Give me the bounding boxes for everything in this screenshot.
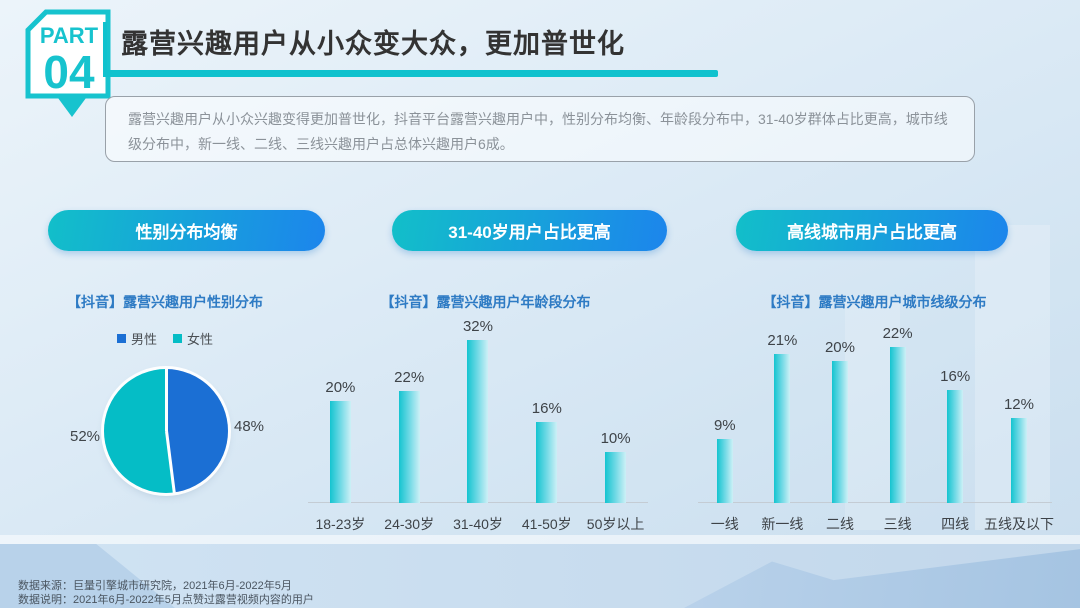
bar-value-label: 20% (824, 339, 855, 357)
description-text: 露营兴趣用户从小众兴趣变得更加普世化，抖音平台露营兴趣用户中，性别分布均衡、年龄… (128, 111, 948, 152)
bar (889, 347, 906, 503)
bar-column: 9% 一线 (696, 315, 754, 531)
bar-value-label: 20% (325, 379, 356, 397)
bar (947, 389, 964, 503)
pie-label-male: 48% (234, 418, 265, 435)
male-swatch-icon (116, 334, 126, 343)
bar-value-label: 16% (531, 399, 562, 417)
bar-value-label: 22% (882, 325, 913, 342)
female-swatch-icon (173, 334, 182, 343)
bar-category-label: 四线 (941, 516, 970, 532)
bar-value-label: 12% (1003, 395, 1034, 413)
legend-item-male: 男性 (116, 329, 157, 348)
part-badge: PART 04 (20, 4, 116, 122)
title-block: 露营兴趣用户从小众变大众，更加普世化 (103, 22, 718, 77)
data-source-line: 数据来源：巨量引擎城市研究院，2021年6月-2022年5月 (18, 580, 292, 592)
bar (716, 439, 733, 503)
bar (467, 340, 489, 503)
legend-label-female: 女性 (187, 332, 214, 347)
bar (831, 361, 848, 503)
bar-value-label: 9% (713, 417, 736, 435)
bar-category-label: 五线及以下 (983, 516, 1054, 532)
pie-divider (164, 369, 168, 431)
bar-category-label: 新一线 (761, 516, 804, 532)
bar (398, 390, 420, 503)
pill-label: 性别分布均衡 (135, 223, 238, 242)
pie-label-female: 52% (70, 428, 101, 445)
bar-category-label: 24-30岁 (384, 516, 435, 532)
legend-label-male: 男性 (130, 332, 157, 347)
bar (605, 452, 627, 503)
city-bar-chart: 9% 一线 21% 新一线 20% 二线 22% 三线 16% 四线 12% 五线及以下 (696, 315, 1054, 531)
city-chart-title: 【抖音】露营兴趣用户城市线级分布 (762, 294, 987, 310)
pill-high-tier-city: 高线城市用户占比更高 (736, 210, 1008, 251)
bar-column: 22% 三线 (869, 315, 927, 531)
city-axis-line (698, 502, 1052, 503)
part-number: 04 (43, 46, 95, 98)
footer: 数据来源：巨量引擎城市研究院，2021年6月-2022年5月 数据说明：2021… (18, 580, 314, 608)
gender-chart-title: 【抖音】露营兴趣用户性别分布 (67, 294, 263, 310)
bar-value-label: 22% (394, 368, 425, 386)
bar-category-label: 三线 (883, 516, 912, 532)
bar-value-label: 16% (940, 367, 971, 385)
data-note-line: 数据说明：2021年6月-2022年5月点赞过露营视频内容的用户 (18, 593, 314, 606)
bar (774, 354, 791, 503)
age-bar-chart: 20% 18-23岁 22% 24-30岁 32% 31-40岁 16% 41-50岁 10% 5… (306, 315, 650, 531)
bar-column: 10% 50岁以上 (581, 315, 650, 531)
description-box: 露营兴趣用户从小众兴趣变得更加普世化，抖音平台露营兴趣用户中，性别分布均衡、年龄… (105, 96, 975, 162)
bar-column: 20% 18-23岁 (306, 315, 375, 531)
bar (536, 421, 558, 503)
pill-label: 31-40岁用户占比更高 (448, 223, 611, 242)
badge-pointer-icon (58, 98, 86, 117)
page-title: 露营兴趣用户从小众变大众，更加普世化 (121, 29, 625, 59)
bar-column: 16% 四线 (926, 315, 984, 531)
bar-column: 21% 新一线 (754, 315, 812, 531)
bar-column: 16% 41-50岁 (512, 315, 581, 532)
pie-divider (164, 430, 176, 493)
bar-column: 32% 31-40岁 (444, 315, 513, 531)
part-label: PART (40, 23, 99, 48)
bar-value-label: 21% (767, 332, 798, 350)
bar (1010, 417, 1027, 503)
bar-column: 20% 二线 (811, 315, 869, 531)
part-badge-shape: PART 04 (25, 9, 111, 117)
bar-category-label: 一线 (710, 516, 739, 532)
bg-light-strip (0, 535, 1080, 546)
pill-age-31-40: 31-40岁用户占比更高 (392, 210, 667, 251)
bar-column: 12% 五线及以下 (984, 315, 1054, 531)
title-underline (103, 70, 718, 77)
bar-value-label: 32% (462, 318, 493, 335)
bar-column: 22% 24-30岁 (375, 315, 444, 531)
bar-category-label: 18-23岁 (315, 516, 366, 532)
bar-category-label: 41-50岁 (521, 516, 572, 532)
gender-legend: 男性 女性 (40, 329, 290, 348)
bar-category-label: 50岁以上 (586, 516, 645, 532)
pill-label: 高线城市用户占比更高 (787, 223, 957, 242)
legend-item-female: 女性 (173, 329, 213, 348)
gender-pie-chart (104, 369, 228, 493)
bar-category-label: 二线 (825, 516, 854, 532)
age-chart-title: 【抖音】露营兴趣用户年龄段分布 (380, 294, 591, 310)
bar (329, 401, 351, 503)
bar-value-label: 10% (600, 430, 631, 448)
bar-category-label: 31-40岁 (453, 516, 503, 532)
pill-gender-balance: 性别分布均衡 (48, 210, 325, 251)
